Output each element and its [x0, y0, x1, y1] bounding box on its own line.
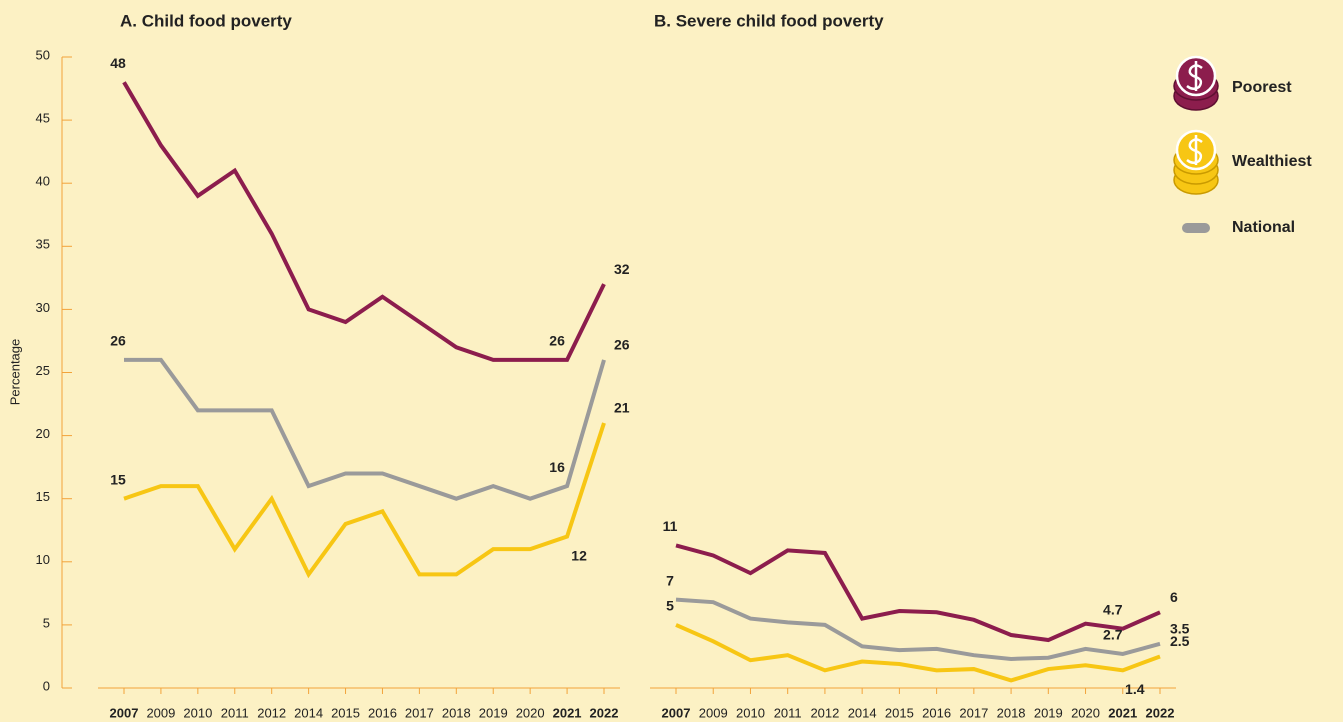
- y-tick-label: 35: [36, 237, 50, 252]
- x-tick-label: 2017: [405, 705, 434, 720]
- x-tick-label: 2018: [997, 705, 1026, 720]
- series-line: [122, 81, 606, 362]
- x-tick-label: 2017: [959, 705, 988, 720]
- x-tick-label: 2020: [516, 705, 545, 720]
- series-line: [675, 543, 1161, 643]
- x-tick-label: 2007: [110, 705, 139, 720]
- y-tick-label: 20: [36, 426, 50, 441]
- data-label: 2.7: [1103, 627, 1123, 643]
- y-tick-label: 30: [36, 300, 50, 315]
- x-tick-label: 2018: [442, 705, 471, 720]
- series-line: [675, 597, 1161, 661]
- y-tick-label: 0: [43, 678, 50, 693]
- y-tick-label: 40: [36, 174, 50, 189]
- x-tick-label: 2012: [257, 705, 286, 720]
- series-line: [675, 623, 1161, 683]
- data-label: 1.4: [1125, 681, 1145, 697]
- series-line: [124, 357, 606, 501]
- series-line: [123, 422, 606, 579]
- x-tick-label: 2015: [331, 705, 360, 720]
- data-label: 7: [666, 572, 674, 588]
- legend-label: Wealthiest: [1232, 153, 1312, 170]
- x-tick-label: 2022: [1146, 705, 1175, 720]
- y-tick-label: 45: [36, 111, 50, 126]
- x-tick-label: 2010: [183, 705, 212, 720]
- data-label: 5: [666, 598, 674, 614]
- legend-item: National: [1182, 219, 1295, 236]
- x-tick-label: 2011: [221, 705, 249, 720]
- panel-title: A. Child food poverty: [120, 11, 292, 30]
- data-label: 21: [614, 400, 630, 416]
- y-tick-label: 25: [36, 363, 50, 378]
- data-label: 16: [549, 459, 565, 475]
- data-label: 48: [110, 55, 126, 71]
- x-tick-label: 2012: [810, 705, 839, 720]
- legend-item: Poorest: [1173, 55, 1292, 111]
- x-tick-label: 2009: [699, 705, 728, 720]
- x-tick-label: 2021: [1108, 705, 1137, 720]
- x-tick-label: 2014: [294, 705, 323, 720]
- x-tick-label: 2019: [1034, 705, 1063, 720]
- x-tick-label: 2016: [922, 705, 951, 720]
- y-tick-label: 5: [43, 615, 50, 630]
- x-tick-label: 2014: [848, 705, 877, 720]
- x-tick-label: 2007: [662, 705, 691, 720]
- x-tick-label: 2021: [553, 705, 582, 720]
- legend-icon: [1186, 61, 1203, 91]
- legend-icon: [1186, 135, 1203, 165]
- legend-icon: [1182, 223, 1210, 233]
- data-label: 12: [571, 547, 587, 563]
- panel-title: B. Severe child food poverty: [654, 11, 884, 30]
- x-tick-label: 2015: [885, 705, 914, 720]
- y-tick-label: 15: [36, 489, 50, 504]
- y-tick-label: 10: [36, 552, 50, 567]
- x-tick-label: 2010: [736, 705, 765, 720]
- data-label: 26: [614, 337, 630, 353]
- x-tick-label: 2020: [1071, 705, 1100, 720]
- data-label: 4.7: [1103, 601, 1123, 617]
- legend-label: Poorest: [1232, 79, 1292, 96]
- data-label: 26: [110, 333, 126, 349]
- data-label: 11: [663, 518, 678, 534]
- legend-item: Wealthiest: [1173, 129, 1312, 195]
- legend-label: National: [1232, 219, 1295, 236]
- y-tick-label: 50: [36, 47, 50, 62]
- x-tick-label: 2009: [146, 705, 175, 720]
- data-label: 26: [549, 333, 565, 349]
- data-label: 2.5: [1170, 633, 1190, 649]
- data-label: 3.5: [1170, 621, 1190, 637]
- data-label: 6: [1170, 589, 1178, 605]
- data-label: 15: [110, 471, 126, 487]
- x-tick-label: 2016: [368, 705, 397, 720]
- x-tick-label: 2019: [479, 705, 508, 720]
- y-axis-label: Percentage: [7, 339, 22, 406]
- data-label: 32: [614, 261, 630, 277]
- x-tick-label: 2011: [774, 705, 802, 720]
- x-tick-label: 2022: [590, 705, 619, 720]
